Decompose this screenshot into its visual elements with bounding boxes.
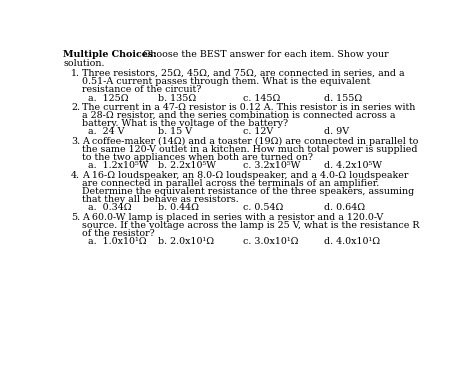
Text: d. 4.0x10¹Ω: d. 4.0x10¹Ω [324, 237, 379, 246]
Text: Determine the equivalent resistance of the three speakers, assuming: Determine the equivalent resistance of t… [81, 187, 413, 196]
Text: a 28-Ω resistor, and the series combination is connected across a: a 28-Ω resistor, and the series combinat… [81, 111, 394, 120]
Text: Multiple Choices:: Multiple Choices: [63, 51, 157, 59]
Text: b. 15 V: b. 15 V [157, 127, 192, 137]
Text: battery. What is the voltage of the battery?: battery. What is the voltage of the batt… [81, 119, 287, 128]
Text: to the two appliances when both are turned on?: to the two appliances when both are turn… [81, 153, 312, 162]
Text: a.  0.34Ω: a. 0.34Ω [88, 203, 131, 212]
Text: Choose the BEST answer for each item. Show your: Choose the BEST answer for each item. Sh… [140, 51, 388, 59]
Text: b. 0.44Ω: b. 0.44Ω [157, 203, 198, 212]
Text: a.  1.2x10⁵W: a. 1.2x10⁵W [88, 161, 148, 170]
Text: A coffee-maker (14Ω) and a toaster (19Ω) are connected in parallel to: A coffee-maker (14Ω) and a toaster (19Ω)… [81, 137, 417, 146]
Text: The current in a 47-Ω resistor is 0.12 A. This resistor is in series with: The current in a 47-Ω resistor is 0.12 A… [81, 103, 414, 112]
Text: of the resistor?: of the resistor? [81, 229, 154, 238]
Text: b. 2.2x10⁵W: b. 2.2x10⁵W [157, 161, 215, 170]
Text: a.  24 V: a. 24 V [88, 127, 124, 137]
Text: solution.: solution. [63, 59, 105, 68]
Text: the same 120-V outlet in a kitchen. How much total power is supplied: the same 120-V outlet in a kitchen. How … [81, 145, 416, 154]
Text: A 60.0-W lamp is placed in series with a resistor and a 120.0-V: A 60.0-W lamp is placed in series with a… [81, 213, 382, 221]
Text: a.  1.0x10¹Ω: a. 1.0x10¹Ω [88, 237, 147, 246]
Text: resistance of the circuit?: resistance of the circuit? [81, 85, 201, 94]
Text: c. 12V: c. 12V [243, 127, 273, 137]
Text: c. 145Ω: c. 145Ω [243, 94, 280, 103]
Text: d. 9V: d. 9V [324, 127, 349, 137]
Text: that they all behave as resistors.: that they all behave as resistors. [81, 195, 238, 204]
Text: 1.: 1. [71, 69, 80, 78]
Text: c. 3.2x10⁵W: c. 3.2x10⁵W [243, 161, 300, 170]
Text: 3.: 3. [71, 137, 80, 146]
Text: source. If the voltage across the lamp is 25 V, what is the resistance R: source. If the voltage across the lamp i… [81, 221, 419, 230]
Text: c. 0.54Ω: c. 0.54Ω [243, 203, 283, 212]
Text: Three resistors, 25Ω, 45Ω, and 75Ω, are connected in series, and a: Three resistors, 25Ω, 45Ω, and 75Ω, are … [81, 69, 404, 78]
Text: b. 135Ω: b. 135Ω [157, 94, 196, 103]
Text: 5.: 5. [71, 213, 80, 221]
Text: d. 4.2x10⁵W: d. 4.2x10⁵W [324, 161, 382, 170]
Text: A 16-Ω loudspeaker, an 8.0-Ω loudspeaker, and a 4.0-Ω loudspeaker: A 16-Ω loudspeaker, an 8.0-Ω loudspeaker… [81, 170, 407, 180]
Text: 2.: 2. [71, 103, 80, 112]
Text: 4.: 4. [71, 170, 80, 180]
Text: b. 2.0x10¹Ω: b. 2.0x10¹Ω [157, 237, 213, 246]
Text: a.  125Ω: a. 125Ω [88, 94, 128, 103]
Text: d. 0.64Ω: d. 0.64Ω [324, 203, 365, 212]
Text: are connected in parallel across the terminals of an amplifier.: are connected in parallel across the ter… [81, 179, 378, 188]
Text: c. 3.0x10¹Ω: c. 3.0x10¹Ω [243, 237, 298, 246]
Text: 0.51-A current passes through them. What is the equivalent: 0.51-A current passes through them. What… [81, 77, 369, 86]
Text: d. 155Ω: d. 155Ω [324, 94, 362, 103]
